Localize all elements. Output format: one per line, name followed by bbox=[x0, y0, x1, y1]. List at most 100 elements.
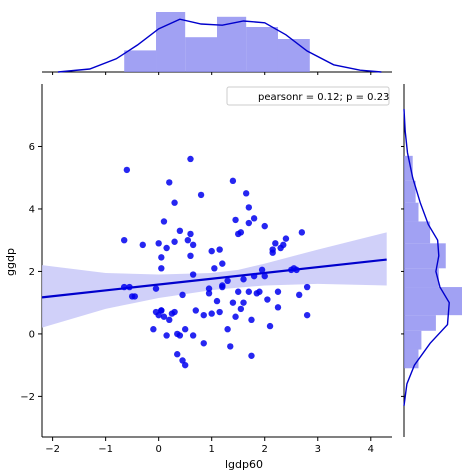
top-marginal-distribution bbox=[42, 12, 392, 73]
right-histogram-bar bbox=[404, 202, 419, 222]
data-point bbox=[245, 288, 253, 295]
data-point bbox=[187, 230, 194, 238]
x-tick-label: 1 bbox=[209, 444, 215, 455]
data-point bbox=[219, 260, 226, 267]
data-point bbox=[179, 291, 186, 299]
x-tick-label: −1 bbox=[98, 444, 113, 455]
data-point bbox=[261, 272, 268, 280]
data-point bbox=[158, 265, 165, 272]
data-point bbox=[240, 299, 247, 306]
data-point bbox=[174, 351, 181, 358]
legend: pearsonr = 0.12; p = 0.23 bbox=[226, 86, 390, 106]
right-histogram-bar bbox=[404, 155, 413, 181]
top-histogram-bar bbox=[277, 39, 310, 72]
data-point bbox=[248, 316, 255, 324]
data-point bbox=[192, 307, 199, 314]
data-point bbox=[242, 190, 250, 197]
right-histogram-bar bbox=[404, 221, 431, 244]
data-point bbox=[126, 283, 133, 291]
data-point bbox=[131, 293, 139, 300]
data-point bbox=[293, 266, 300, 274]
data-point bbox=[229, 299, 237, 306]
data-point bbox=[187, 155, 194, 163]
legend-text: pearsonr = 0.12; p = 0.23 bbox=[258, 92, 389, 103]
right-marginal-distribution bbox=[403, 84, 462, 437]
data-point bbox=[205, 285, 213, 292]
confidence-band bbox=[42, 232, 387, 328]
y-tick-label: 6 bbox=[29, 142, 35, 153]
x-axis-ticks: −2 −1 0 1 2 3 4 bbox=[45, 72, 374, 455]
y-axis-ticks: −2 0 2 4 6 bbox=[20, 142, 404, 403]
data-point bbox=[216, 246, 223, 253]
data-point bbox=[303, 283, 311, 291]
data-point bbox=[295, 291, 303, 299]
data-point bbox=[208, 310, 215, 317]
data-point bbox=[303, 311, 311, 319]
data-point bbox=[158, 307, 165, 314]
data-point bbox=[216, 308, 223, 316]
data-point bbox=[176, 332, 184, 339]
x-tick-label: 3 bbox=[315, 444, 321, 455]
regression-line bbox=[41, 258, 387, 299]
data-point bbox=[256, 288, 263, 295]
data-point bbox=[152, 285, 160, 292]
data-point bbox=[211, 265, 218, 272]
data-point bbox=[171, 308, 178, 316]
data-point bbox=[269, 249, 276, 256]
right-histogram-bar bbox=[404, 268, 439, 288]
data-point bbox=[298, 229, 306, 236]
right-histogram-bar bbox=[404, 349, 419, 369]
data-point bbox=[280, 241, 287, 249]
data-point bbox=[235, 288, 242, 295]
data-point bbox=[224, 277, 231, 285]
data-point bbox=[245, 219, 253, 227]
data-point bbox=[176, 227, 184, 235]
data-point bbox=[261, 222, 268, 230]
data-point bbox=[189, 332, 197, 339]
x-tick-label: 4 bbox=[368, 444, 374, 455]
data-point bbox=[219, 282, 226, 289]
data-point bbox=[232, 216, 239, 224]
right-histogram-bar bbox=[404, 287, 462, 316]
data-point bbox=[200, 311, 207, 319]
data-point bbox=[240, 276, 247, 283]
data-point bbox=[237, 305, 245, 313]
data-point bbox=[227, 343, 234, 350]
top-histogram-bar bbox=[217, 16, 247, 72]
x-tick-label: 2 bbox=[262, 444, 268, 455]
main-scatter-plot bbox=[41, 84, 392, 438]
data-point bbox=[181, 326, 189, 333]
data-point bbox=[250, 272, 258, 280]
top-kde-curve bbox=[57, 18, 382, 73]
top-histogram-bar bbox=[124, 50, 157, 72]
data-point bbox=[181, 361, 189, 369]
right-histogram-bar bbox=[404, 180, 416, 203]
data-point bbox=[155, 240, 162, 247]
data-point bbox=[248, 352, 255, 359]
y-tick-label: −2 bbox=[20, 392, 35, 403]
data-point bbox=[258, 266, 266, 274]
data-point bbox=[264, 296, 271, 303]
data-point bbox=[272, 240, 279, 247]
data-point bbox=[189, 271, 197, 278]
data-point bbox=[245, 204, 253, 211]
right-histogram-bar bbox=[404, 315, 436, 331]
data-point bbox=[155, 311, 162, 319]
y-tick-label: 4 bbox=[29, 204, 35, 215]
data-point bbox=[139, 241, 146, 249]
data-point bbox=[171, 238, 178, 245]
data-point bbox=[213, 297, 221, 305]
top-histogram-bar bbox=[156, 12, 186, 72]
data-point bbox=[237, 229, 245, 236]
data-point bbox=[229, 177, 237, 185]
data-point bbox=[266, 322, 274, 330]
data-point bbox=[160, 218, 168, 225]
data-point bbox=[163, 244, 170, 252]
y-axis-label: ggdp bbox=[4, 248, 17, 276]
data-point bbox=[184, 236, 192, 244]
data-point bbox=[123, 166, 131, 174]
data-point bbox=[120, 236, 128, 244]
data-point bbox=[197, 191, 205, 199]
top-histogram-bar bbox=[185, 37, 217, 72]
data-point bbox=[232, 313, 239, 320]
